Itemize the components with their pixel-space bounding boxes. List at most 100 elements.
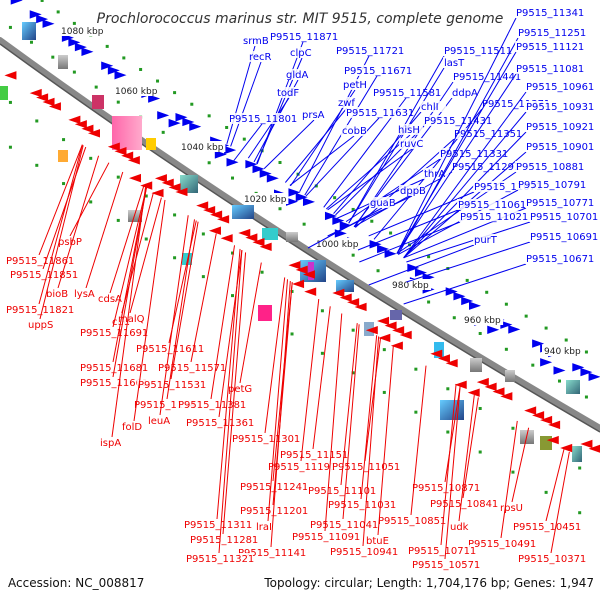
gene-label[interactable]: recR bbox=[249, 52, 272, 63]
gene-label[interactable]: P9515_10961 bbox=[526, 82, 594, 93]
gene-label[interactable]: P9515_10691 bbox=[530, 232, 598, 243]
gene-label[interactable]: P9515_11861 bbox=[6, 256, 74, 267]
gene-label[interactable]: prsA bbox=[302, 110, 325, 121]
gene-label[interactable]: P9515_11051 bbox=[332, 462, 400, 473]
gene-label[interactable]: P9515_11091 bbox=[292, 532, 360, 543]
gene-label[interactable]: srmB bbox=[243, 36, 269, 47]
gene-label[interactable]: P9515_11691 bbox=[80, 328, 148, 339]
gene-label[interactable]: malQ bbox=[118, 314, 145, 325]
gene-label[interactable]: P9515_11061 bbox=[458, 200, 526, 211]
gene-label[interactable]: ddpA bbox=[452, 88, 478, 99]
gene-label[interactable]: folD bbox=[122, 422, 142, 433]
gene-label[interactable]: P9515_11671 bbox=[344, 66, 412, 77]
gene-label[interactable]: P9515_11201 bbox=[240, 506, 308, 517]
gene-label-bg bbox=[185, 417, 253, 428]
gene-label[interactable]: P9515_10851 bbox=[378, 516, 446, 527]
gene-label[interactable]: btuE bbox=[366, 536, 389, 547]
gene-label[interactable]: P9515_11321 bbox=[186, 554, 254, 565]
gene-label[interactable]: udk bbox=[450, 522, 469, 533]
gene-label[interactable]: hisH bbox=[398, 125, 420, 136]
gene-label[interactable]: P9515_10671 bbox=[526, 254, 594, 265]
gene-label[interactable]: P9515_11371 bbox=[482, 99, 550, 110]
gene-label[interactable]: leuA bbox=[148, 416, 170, 427]
reverse-gene-arrow bbox=[304, 287, 317, 296]
gene-label[interactable]: psbP bbox=[58, 237, 82, 248]
gene-label[interactable]: P9515_11031 bbox=[328, 500, 396, 511]
gene-label[interactable]: ispA bbox=[100, 438, 121, 449]
gene-label[interactable]: P9515_11021 bbox=[460, 212, 528, 223]
gene-label[interactable]: dppB bbox=[400, 186, 426, 197]
gene-label[interactable]: P9515_11581 bbox=[373, 88, 441, 99]
gene-label[interactable]: P9515_11541 bbox=[134, 400, 202, 411]
gene-label[interactable]: P9515_11821 bbox=[6, 305, 74, 316]
gene-label[interactable]: P9515_10371 bbox=[518, 554, 586, 565]
gene-label[interactable]: P9515_11431 bbox=[424, 116, 492, 127]
gene-label[interactable]: P9515_11801 bbox=[229, 114, 297, 125]
gene-label[interactable]: P9515_11081 bbox=[516, 64, 584, 75]
gene-label[interactable]: chlI bbox=[421, 102, 439, 113]
gene-label[interactable]: lysA bbox=[74, 289, 95, 300]
gene-label[interactable]: clpC bbox=[290, 48, 312, 59]
gene-label[interactable]: P9515_11121 bbox=[516, 42, 584, 53]
gene-label[interactable]: P9515_11871 bbox=[270, 32, 338, 43]
gene-label[interactable]: lasT bbox=[444, 58, 465, 69]
gene-label[interactable]: P9515_10881 bbox=[516, 162, 584, 173]
gene-label[interactable]: P9515_11611 bbox=[136, 344, 204, 355]
gene-label[interactable]: P9515_11281 bbox=[190, 535, 258, 546]
gene-label[interactable]: P9515_11721 bbox=[336, 46, 404, 57]
gene-label[interactable]: P9515_11311 bbox=[184, 520, 252, 531]
gene-label[interactable]: P9515_11071 bbox=[474, 182, 542, 193]
gene-label[interactable]: bioB bbox=[46, 289, 68, 300]
gene-label[interactable]: P9515_11571 bbox=[158, 363, 226, 374]
gene-label[interactable]: P9515_11191 bbox=[268, 462, 336, 473]
tick-mark bbox=[72, 70, 76, 74]
gene-label[interactable]: P9515_10491 bbox=[468, 539, 536, 550]
gene-label[interactable]: P9515_10841 bbox=[430, 499, 498, 510]
reverse-gene-arrow bbox=[203, 205, 216, 215]
gene-label[interactable]: P9515_11661 bbox=[80, 378, 148, 389]
gene-label[interactable]: P9515_11301 bbox=[232, 434, 300, 445]
gene-label[interactable]: rpsU bbox=[500, 503, 523, 514]
gene-label[interactable]: P9515_11151 bbox=[280, 450, 348, 461]
gene-label[interactable]: P9515_11511 bbox=[444, 46, 512, 57]
gene-label[interactable]: petG bbox=[228, 384, 252, 395]
gene-label[interactable]: P9515_11251 bbox=[518, 28, 586, 39]
gene-label[interactable]: petH bbox=[343, 80, 367, 91]
gene-label[interactable]: P9515_11141 bbox=[238, 548, 306, 559]
gene-label[interactable]: P9515_10711 bbox=[408, 546, 476, 557]
gene-label[interactable]: P9515_11851 bbox=[10, 270, 78, 281]
gene-label[interactable]: thrA bbox=[424, 169, 445, 180]
gene-label[interactable]: P9515_11291 bbox=[452, 162, 520, 173]
gene-label[interactable]: P9515_11441 bbox=[453, 72, 521, 83]
gene-label[interactable]: P9515_11531 bbox=[138, 380, 206, 391]
gene-label[interactable]: P9515_10791 bbox=[518, 180, 586, 191]
gene-label[interactable]: lraI bbox=[256, 522, 272, 533]
gene-label[interactable]: zwf bbox=[338, 98, 355, 109]
gene-label[interactable]: P9515_11341 bbox=[516, 8, 584, 19]
gene-label[interactable]: P9515_10921 bbox=[526, 122, 594, 133]
gene-label[interactable]: P9515_10941 bbox=[330, 547, 398, 558]
gene-label[interactable]: P9515_11331 bbox=[440, 149, 508, 160]
gene-label[interactable]: cdsA bbox=[98, 294, 122, 305]
gene-label[interactable]: P9515_11101 bbox=[308, 486, 376, 497]
gene-label[interactable]: P9515_10701 bbox=[530, 212, 598, 223]
gene-label[interactable]: P9515_11381 bbox=[178, 400, 246, 411]
gene-label[interactable]: P9515_10571 bbox=[412, 560, 480, 571]
gene-label[interactable]: P9515_11041 bbox=[310, 520, 378, 531]
gene-label[interactable]: P9515_10901 bbox=[526, 142, 594, 153]
gene-label[interactable]: guaB bbox=[370, 198, 396, 209]
gene-label[interactable]: gldA bbox=[286, 70, 308, 81]
gene-label[interactable]: P9515_10451 bbox=[513, 522, 581, 533]
gene-label[interactable]: todF bbox=[277, 88, 299, 99]
gene-label[interactable]: P9515_11361 bbox=[186, 418, 254, 429]
gene-label-bg bbox=[525, 101, 593, 112]
gene-label[interactable]: P9515_10931 bbox=[526, 102, 594, 113]
forward-gene-arrow bbox=[553, 366, 566, 375]
gene-label[interactable]: ruvC bbox=[400, 139, 423, 150]
gene-label[interactable]: P9515_11631 bbox=[346, 108, 414, 119]
gene-label[interactable]: P9515_11351 bbox=[454, 129, 522, 140]
gene-label[interactable]: P9515_10771 bbox=[526, 198, 594, 209]
gene-label[interactable]: cobB bbox=[342, 126, 367, 137]
gene-label[interactable]: purT bbox=[474, 235, 498, 246]
gene-label[interactable]: uppS bbox=[28, 320, 53, 331]
